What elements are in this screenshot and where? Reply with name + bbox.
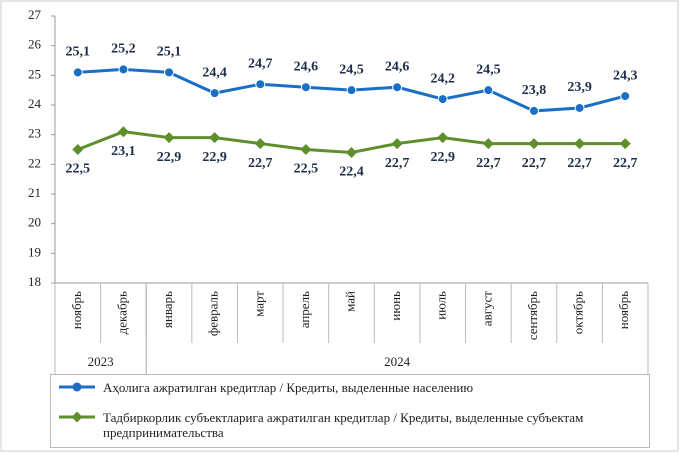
data-label: 22,9 — [202, 150, 227, 165]
data-label: 24,3 — [613, 68, 638, 83]
data-label: 22,9 — [430, 150, 455, 165]
data-label: 22,5 — [294, 162, 319, 177]
y-tick-label: 18 — [28, 274, 41, 289]
marker — [437, 94, 448, 105]
legend-item: Тадбиркорлик субъектларига ажратилган кр… — [57, 410, 643, 440]
marker — [117, 126, 129, 138]
data-label: 24,7 — [248, 56, 273, 71]
marker — [254, 138, 266, 150]
marker — [528, 105, 539, 116]
marker — [620, 91, 631, 102]
data-label: 24,5 — [476, 62, 501, 77]
legend-marker — [71, 411, 83, 423]
marker — [255, 79, 266, 90]
marker — [619, 138, 631, 150]
y-tick-label: 26 — [28, 37, 42, 52]
data-label: 22,4 — [339, 165, 364, 180]
marker — [482, 138, 494, 150]
data-label: 23,8 — [522, 83, 547, 98]
data-label: 22,7 — [567, 156, 592, 171]
marker — [300, 82, 311, 93]
marker — [346, 146, 357, 158]
legend-label: Аҳолига ажратилган кредитлар / Кредиты, … — [103, 380, 474, 395]
marker — [574, 138, 586, 150]
data-label: 24,4 — [202, 65, 227, 80]
marker — [483, 85, 494, 96]
x-tick-label: март — [251, 291, 266, 317]
data-label: 22,5 — [66, 162, 91, 177]
data-label: 22,7 — [248, 156, 273, 171]
data-label: 23,9 — [567, 80, 592, 95]
marker — [437, 132, 449, 144]
data-label: 24,2 — [430, 71, 455, 86]
data-label: 24,6 — [385, 59, 410, 74]
legend-swatch — [59, 411, 95, 423]
data-label: 24,6 — [294, 59, 319, 74]
marker — [72, 67, 83, 78]
x-tick-label: июль — [434, 291, 449, 320]
x-tick-label: ноябрь — [616, 291, 631, 329]
legend-marker — [72, 382, 82, 392]
legend-item: Аҳолига ажратилган кредитлар / Кредиты, … — [57, 380, 643, 395]
x-tick-label: июнь — [388, 291, 403, 321]
marker — [164, 67, 175, 78]
x-tick-label: сентябрь — [525, 291, 540, 340]
y-tick-label: 25 — [28, 66, 41, 81]
x-tick-label: февраль — [206, 291, 221, 336]
y-tick-label: 27 — [28, 7, 42, 22]
marker — [163, 132, 175, 144]
x-tick-label: ноябрь — [69, 291, 84, 329]
group-label: 2023 — [88, 354, 114, 369]
marker — [209, 132, 221, 144]
data-label: 25,2 — [111, 42, 136, 57]
legend: Аҳолига ажратилган кредитлар / Кредиты, … — [50, 374, 650, 448]
data-label: 25,1 — [157, 45, 182, 60]
y-tick-label: 21 — [28, 185, 41, 200]
legend-label: Тадбиркорлик субъектларига ажратилган кр… — [103, 410, 584, 440]
x-tick-label: декабрь — [114, 291, 129, 334]
data-label: 22,7 — [522, 156, 547, 171]
y-tick-label: 24 — [28, 96, 42, 111]
x-tick-label: январь — [160, 291, 175, 328]
marker — [300, 144, 312, 155]
x-tick-label: октябрь — [571, 291, 586, 334]
x-tick-label: апрель — [297, 291, 312, 328]
group-label: 2024 — [384, 354, 411, 369]
marker — [118, 64, 129, 75]
y-tick-label: 23 — [28, 126, 41, 141]
data-label: 23,1 — [111, 144, 136, 159]
data-label: 22,7 — [476, 156, 501, 171]
legend-swatch — [59, 382, 95, 392]
marker — [392, 82, 403, 93]
y-tick-label: 22 — [28, 155, 41, 170]
data-label: 22,9 — [157, 150, 182, 165]
marker — [72, 144, 84, 155]
y-tick-label: 19 — [28, 244, 41, 259]
data-label: 25,1 — [66, 45, 91, 60]
x-tick-label: май — [342, 291, 357, 312]
marker — [209, 88, 220, 99]
x-tick-label: август — [479, 291, 494, 327]
data-label: 22,7 — [613, 156, 638, 171]
marker — [346, 85, 357, 96]
y-tick-label: 20 — [28, 215, 41, 230]
data-label: 24,5 — [339, 62, 364, 77]
data-label: 22,7 — [385, 156, 410, 171]
marker — [574, 102, 585, 113]
marker — [528, 138, 540, 150]
marker — [391, 138, 403, 150]
